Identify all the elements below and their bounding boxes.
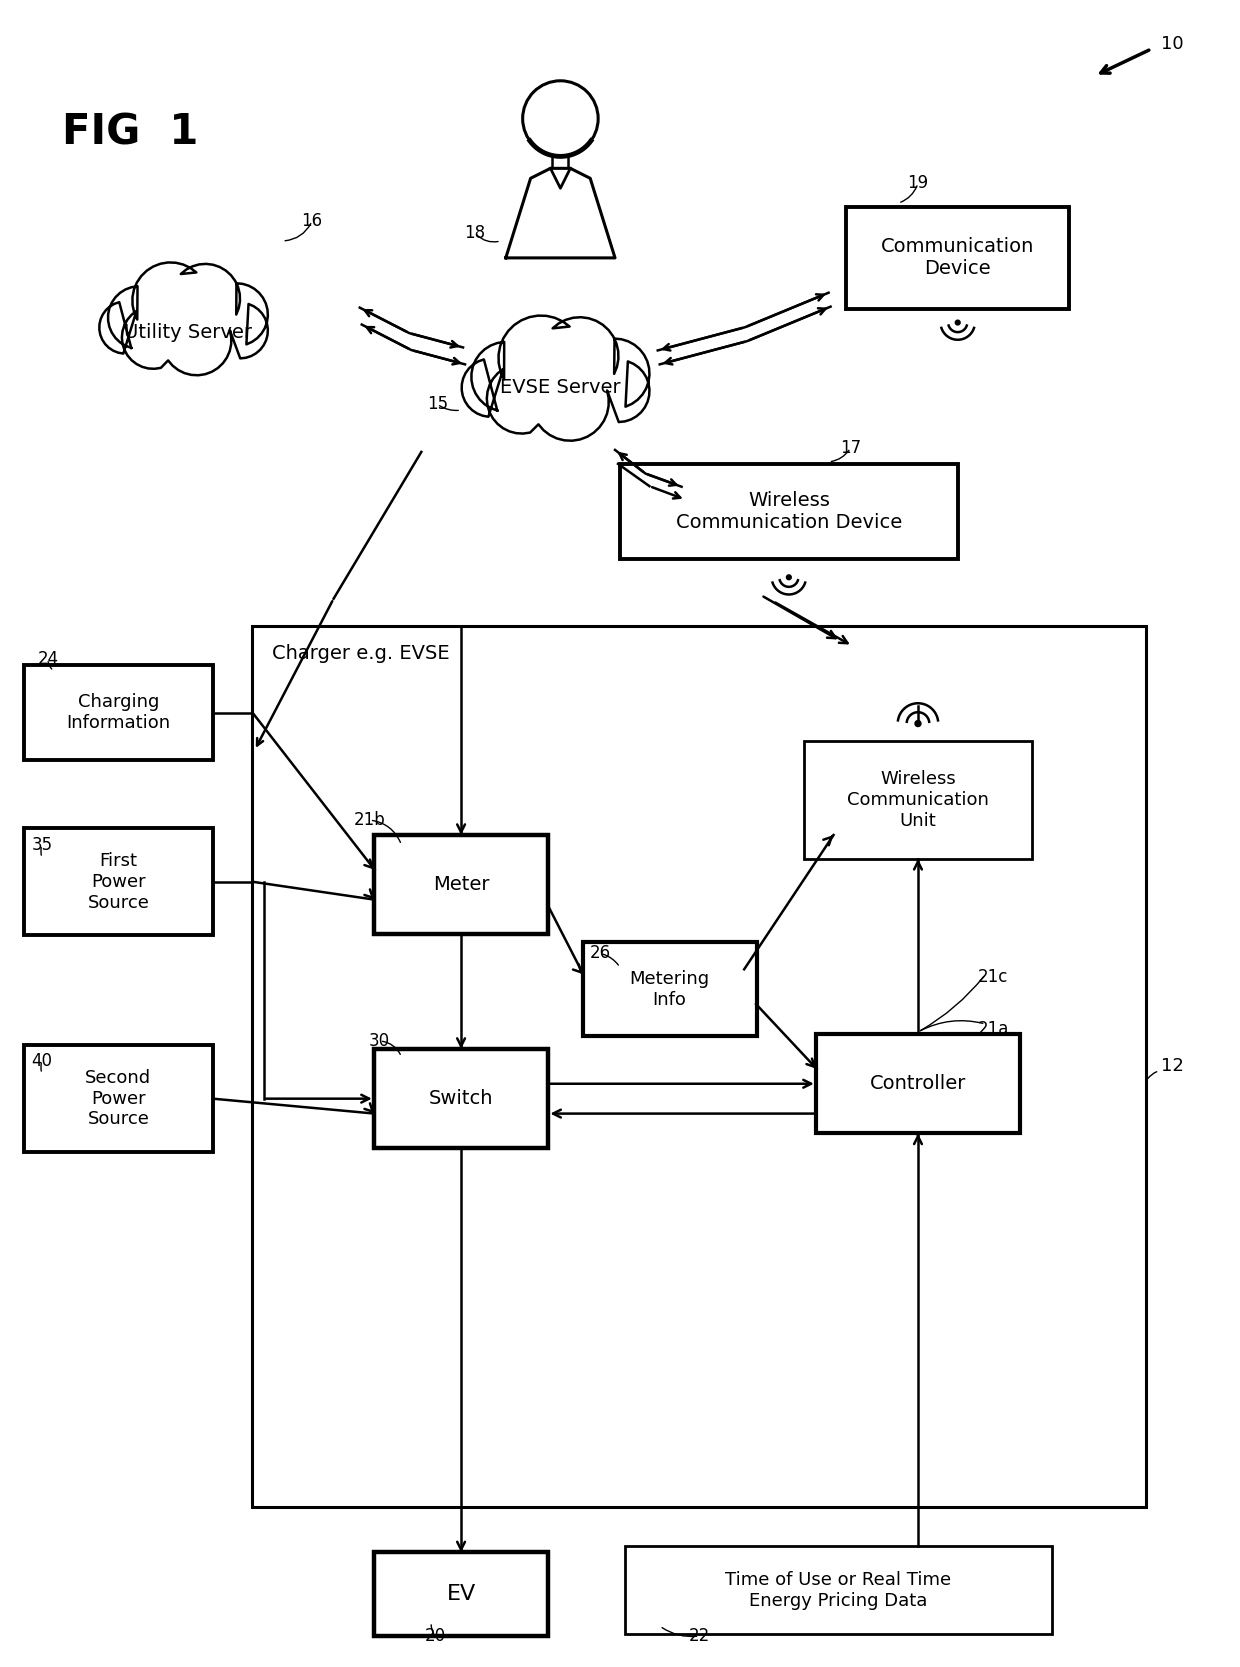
- Text: EV: EV: [446, 1584, 476, 1604]
- Text: 21b: 21b: [353, 812, 386, 828]
- Text: Communication
Device: Communication Device: [882, 237, 1034, 278]
- Circle shape: [955, 320, 960, 325]
- Polygon shape: [506, 168, 615, 258]
- Circle shape: [915, 720, 921, 727]
- Bar: [374, 1552, 548, 1637]
- Text: 12: 12: [1162, 1057, 1184, 1075]
- Text: EVSE Server: EVSE Server: [500, 378, 621, 397]
- Bar: [24, 1045, 213, 1152]
- Polygon shape: [461, 315, 650, 440]
- Text: 16: 16: [301, 212, 322, 230]
- Text: Wireless
Communication
Unit: Wireless Communication Unit: [847, 770, 990, 830]
- Polygon shape: [99, 262, 268, 375]
- Bar: [374, 1049, 548, 1149]
- Text: 17: 17: [839, 438, 861, 457]
- Circle shape: [786, 575, 791, 580]
- Text: First
Power
Source: First Power Source: [88, 852, 149, 912]
- Bar: [24, 828, 213, 935]
- Text: 26: 26: [589, 945, 610, 962]
- Text: 35: 35: [31, 835, 52, 854]
- Text: 40: 40: [31, 1052, 52, 1070]
- Text: 19: 19: [908, 175, 929, 192]
- Text: Wireless
Communication Device: Wireless Communication Device: [676, 492, 901, 532]
- Text: 21a: 21a: [977, 1020, 1009, 1039]
- Text: 30: 30: [370, 1032, 391, 1050]
- Text: Utility Server: Utility Server: [124, 323, 252, 342]
- Bar: [583, 942, 756, 1037]
- Bar: [24, 665, 213, 760]
- Text: 15: 15: [427, 395, 448, 413]
- Bar: [816, 1034, 1019, 1134]
- Text: FIG  1: FIG 1: [62, 112, 198, 153]
- Text: 21c: 21c: [977, 969, 1008, 987]
- Bar: [620, 465, 957, 558]
- Text: Meter: Meter: [433, 875, 490, 894]
- Text: 24: 24: [37, 650, 58, 668]
- Text: Time of Use or Real Time
Energy Pricing Data: Time of Use or Real Time Energy Pricing …: [725, 1570, 951, 1610]
- Text: Charger e.g. EVSE: Charger e.g. EVSE: [273, 643, 450, 663]
- Text: 10: 10: [1162, 35, 1184, 53]
- Text: 20: 20: [424, 1627, 446, 1645]
- Text: Switch: Switch: [429, 1089, 494, 1109]
- Text: 22: 22: [689, 1627, 711, 1645]
- Bar: [846, 207, 1069, 308]
- Bar: [374, 835, 548, 935]
- Text: Charging
Information: Charging Information: [66, 693, 170, 732]
- Bar: [625, 1547, 1052, 1634]
- Text: Metering
Info: Metering Info: [630, 970, 709, 1009]
- Bar: [804, 742, 1032, 859]
- Text: Controller: Controller: [869, 1074, 966, 1094]
- Bar: [253, 627, 1147, 1507]
- Text: Second
Power
Source: Second Power Source: [86, 1069, 151, 1129]
- Text: 18: 18: [465, 223, 486, 242]
